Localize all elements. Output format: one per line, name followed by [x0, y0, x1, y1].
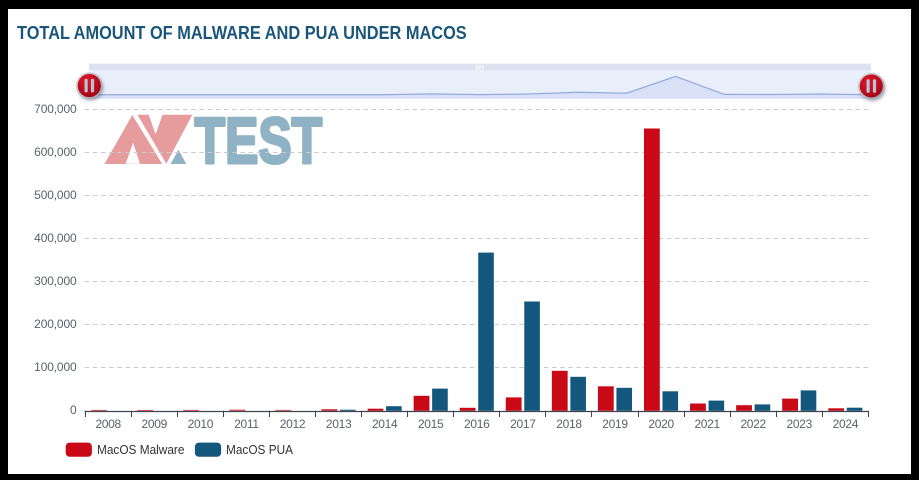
svg-text:TEST: TEST	[195, 104, 323, 177]
